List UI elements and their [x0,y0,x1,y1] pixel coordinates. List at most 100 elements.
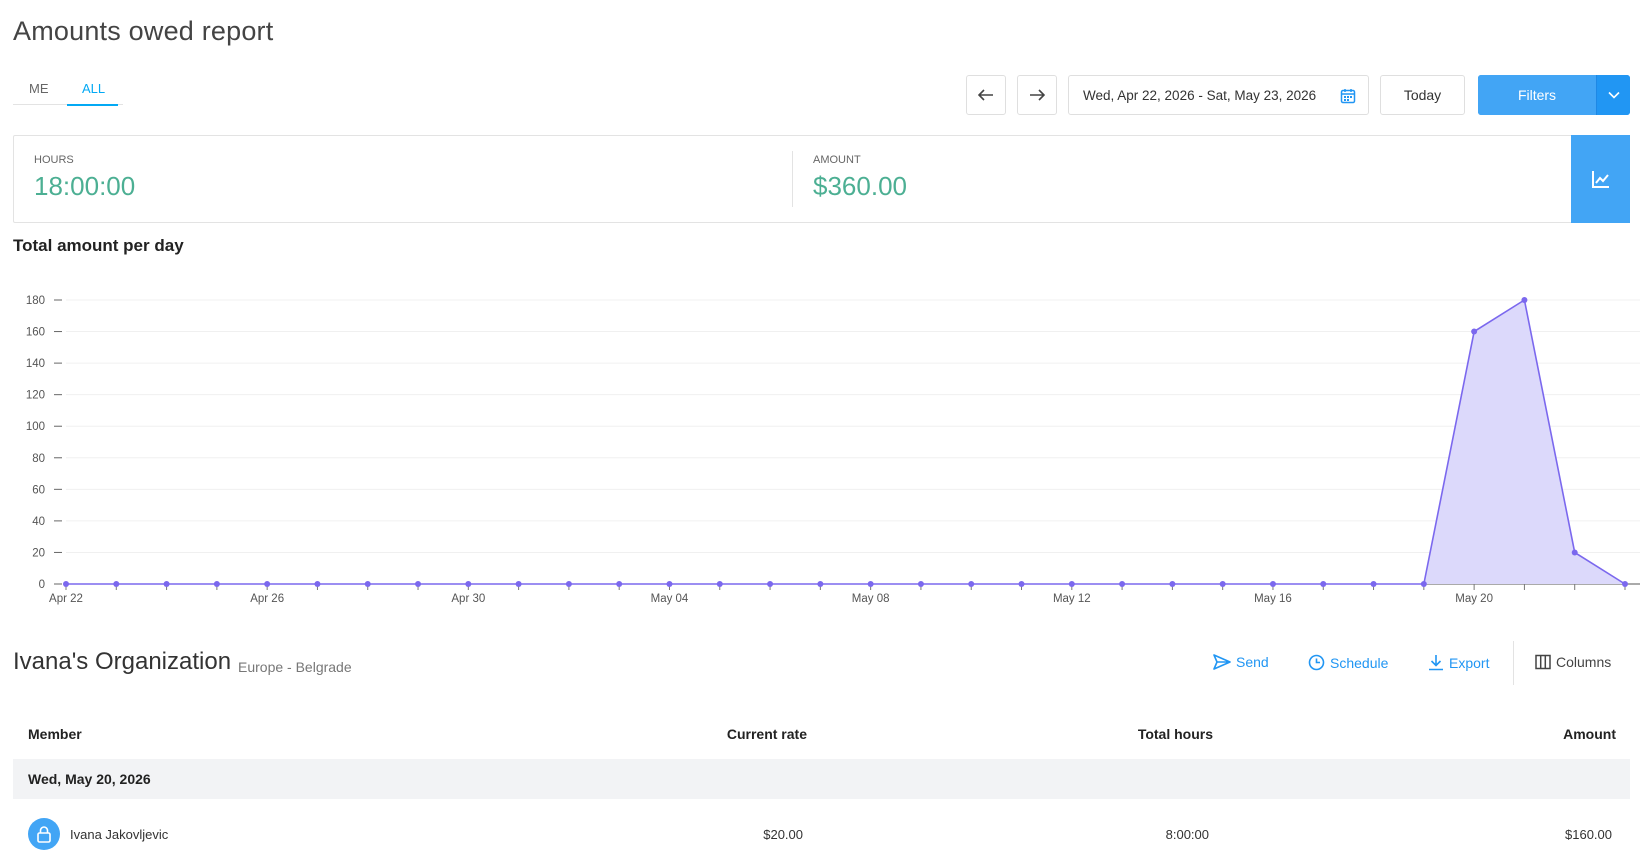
chevron-down-icon [1607,91,1620,99]
y-tick-label: 40 [32,516,45,528]
send-label: Send [1236,654,1269,670]
y-tick-label: 140 [26,358,45,370]
y-tick-label: 180 [26,295,45,307]
tab-all[interactable]: ALL [66,81,119,106]
data-point [1370,581,1377,587]
today-button[interactable]: Today [1380,75,1465,115]
x-tick-label: May 16 [1254,593,1292,605]
previous-period-button[interactable] [966,75,1006,115]
export-button[interactable]: Export [1428,654,1489,671]
data-point [213,581,220,587]
summary-divider [792,151,793,207]
member-amount: $160.00 [1565,827,1612,842]
table-row: Ivana Jakovljevic $20.00 8:00:00 $160.00 [13,815,1630,855]
amount-value: $360.00 [813,171,907,201]
member-rate: $20.00 [763,827,803,842]
y-tick-label: 160 [26,327,45,339]
data-point [817,581,824,587]
amount-per-day-chart: 0 20 40 60 80 100 120 140 160 180 Apr 22 Apr 26 Apr … [26,295,1640,605]
y-tick-label: 20 [32,547,45,559]
chart-toggle-button[interactable] [1571,135,1630,223]
data-point [1471,328,1478,335]
x-tick-label: May 20 [1455,593,1493,605]
data-point [1622,581,1628,587]
date-range-picker[interactable]: Wed, Apr 22, 2026 - Sat, May 23, 2026 [1068,75,1369,115]
hours-label: HOURS [34,154,74,166]
export-label: Export [1449,654,1490,671]
data-point [1420,581,1427,587]
column-header-member[interactable]: Member [28,726,82,742]
data-point [63,581,69,587]
member-name[interactable]: Ivana Jakovljevic [70,827,169,842]
data-point [515,581,522,587]
data-point [767,581,774,587]
member-hours: 8:00:00 [1165,827,1209,842]
amount-label: AMOUNT [813,154,861,166]
x-tick-label: May 04 [651,593,689,605]
columns-button[interactable]: Columns [1535,654,1611,670]
column-header-hours[interactable]: Total hours [1137,726,1213,742]
data-point [163,581,170,587]
data-point [1320,581,1327,587]
data-point [565,581,572,587]
date-group-row: Wed, May 20, 2026 [13,759,1630,799]
filters-button[interactable]: Filters [1478,75,1630,115]
y-tick-label: 80 [32,453,45,465]
page-title: Amounts owed report [13,16,274,46]
scope-tabs: ME ALL [13,75,123,106]
chart-title: Total amount per day [13,236,184,255]
x-tick-label: Apr 22 [49,593,83,605]
send-button[interactable]: Send [1213,654,1269,670]
x-tick-label: Apr 30 [451,593,485,605]
filters-label[interactable]: Filters [1478,75,1596,115]
data-point [666,581,673,587]
summary-panel: HOURS 18:00:00 AMOUNT $360.00 [13,135,1630,223]
data-point [314,581,321,587]
data-point [1169,581,1176,587]
user-lock-icon [37,826,51,843]
series-area [66,300,1625,584]
calendar-icon [1340,89,1356,104]
schedule-button[interactable]: Schedule [1308,654,1388,671]
columns-label: Columns [1556,654,1612,670]
data-point [968,581,975,587]
data-point [616,581,623,587]
send-icon [1213,654,1231,670]
columns-icon [1535,654,1551,670]
data-point [1219,581,1226,587]
hours-value: 18:00:00 [34,171,136,201]
data-point [1521,297,1528,303]
schedule-label: Schedule [1330,654,1389,671]
arrow-left-icon [978,89,993,101]
actions-divider [1513,641,1514,685]
data-point [1571,549,1578,556]
data-point [364,581,371,587]
y-tick-label: 60 [32,484,45,496]
data-point [1269,581,1276,587]
tab-me[interactable]: ME [29,81,49,96]
data-point [1119,581,1126,587]
column-header-amount[interactable]: Amount [1563,726,1616,742]
download-icon [1429,655,1443,671]
data-point [867,581,874,587]
avatar [28,818,60,850]
x-tick-label: Apr 26 [250,593,284,605]
column-header-rate[interactable]: Current rate [726,726,807,742]
data-point [415,581,422,587]
data-point [716,581,723,587]
data-point [1068,581,1075,587]
y-tick-label: 120 [26,390,45,402]
next-period-button[interactable] [1017,75,1057,115]
line-chart-icon [1591,171,1609,188]
y-tick-label: 100 [26,421,45,433]
data-point [465,581,472,587]
data-point [1018,581,1025,587]
x-tick-label: May 12 [1053,593,1091,605]
data-point [113,581,120,587]
filters-dropdown-toggle[interactable] [1596,75,1630,115]
clock-icon [1308,654,1325,671]
x-tick-label: May 08 [852,593,890,605]
data-point [264,581,271,587]
group-date: Wed, May 20, 2026 [28,771,151,787]
organization-timezone: Europe - Belgrade [238,659,352,675]
